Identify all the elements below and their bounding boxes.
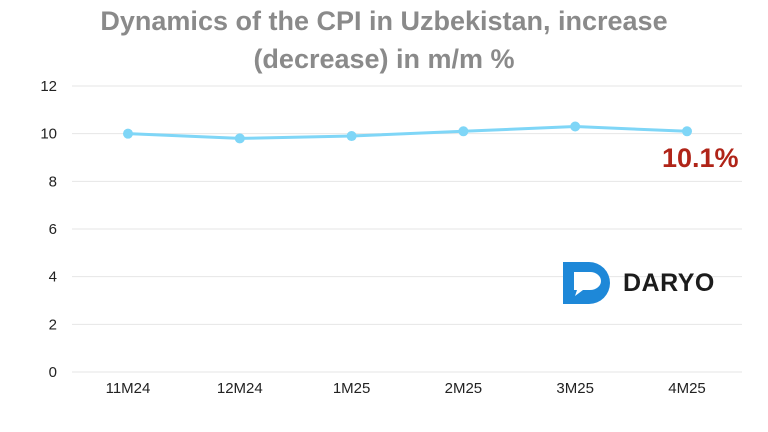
x-tick-label: 4M25 [668,380,706,397]
y-tick-label: 2 [49,316,57,333]
data-point [570,121,581,132]
y-tick-label: 4 [49,269,57,286]
x-tick-label: 3M25 [556,380,594,397]
y-axis-ticks: 0 2 4 6 8 10 12 [40,78,57,381]
x-tick-label: 12M24 [217,380,263,397]
x-axis-ticks: 11M24 12M24 1M25 2M25 3M25 4M25 [106,380,706,397]
x-tick-label: 1M25 [333,380,371,397]
y-tick-label: 12 [40,78,57,95]
x-tick-label: 11M24 [106,380,151,397]
chart-title: Dynamics of the CPI in Uzbekistan, incre… [0,2,768,78]
y-tick-label: 10 [40,126,57,143]
daryo-logo-icon [563,262,610,304]
gridlines [72,85,742,373]
y-tick-label: 8 [49,173,57,190]
data-point [123,128,133,139]
daryo-logo: DARYO [563,262,715,304]
data-point [346,131,357,142]
x-tick-label: 2M25 [445,380,483,397]
series-line [126,125,689,140]
y-tick-label: 6 [49,221,57,238]
chart-title-line-1: Dynamics of the CPI in Uzbekistan, incre… [100,6,668,36]
daryo-logo-text: DARYO [623,268,715,297]
data-point [234,133,245,144]
chart-title-line-2: (decrease) in m/m % [253,44,515,74]
data-point [458,126,469,137]
latest-value-callout: 10.1% [662,143,739,173]
y-tick-label: 0 [49,364,57,381]
series [123,121,692,144]
data-point [682,126,692,137]
